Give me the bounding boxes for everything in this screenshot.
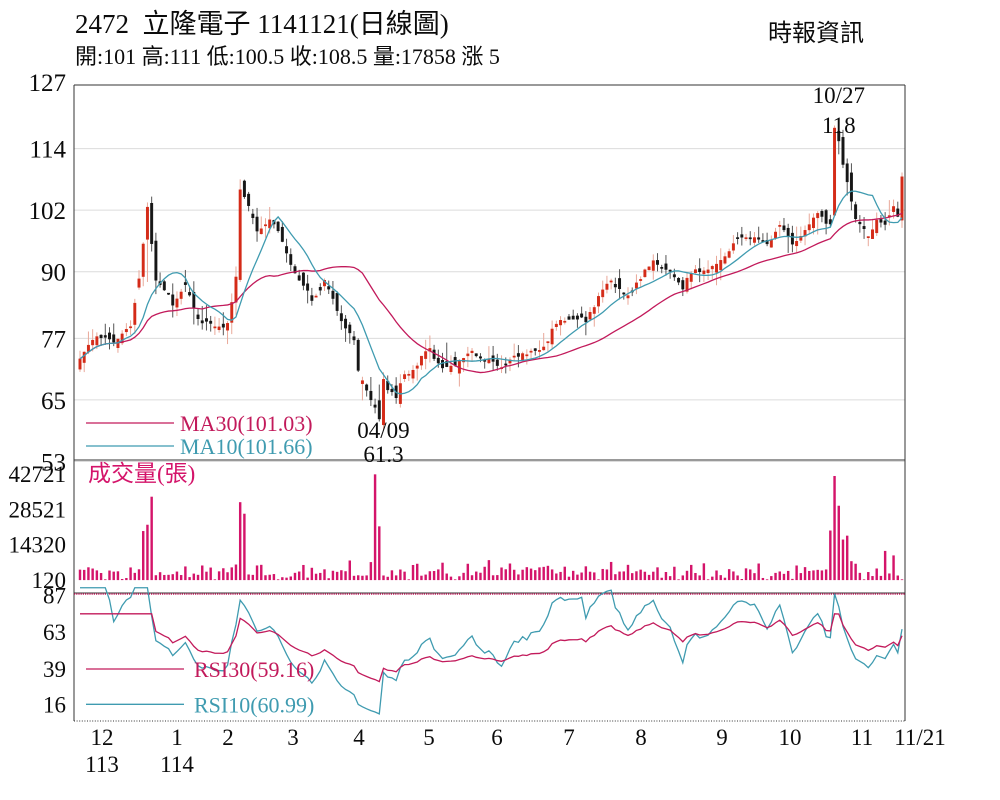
svg-text:3: 3 [287, 725, 299, 750]
svg-text:10/27: 10/27 [813, 83, 865, 108]
svg-text:成交量(張): 成交量(張) [88, 461, 195, 486]
svg-text:開:101 高:111 低:100.5 收:108.5 量:: 開:101 高:111 低:100.5 收:108.5 量:17858 涨 5 [75, 44, 500, 69]
svg-text:9: 9 [716, 725, 728, 750]
svg-text:11: 11 [851, 725, 873, 750]
svg-text:11/21: 11/21 [894, 725, 946, 750]
svg-text:8: 8 [635, 725, 647, 750]
svg-text:RSI30(59.16): RSI30(59.16) [194, 657, 314, 682]
svg-text:2472 立隆電子 1141121(日線圖): 2472 立隆電子 1141121(日線圖) [75, 9, 449, 39]
svg-text:6: 6 [491, 725, 503, 750]
svg-text:102: 102 [29, 198, 67, 225]
svg-text:04/09: 04/09 [357, 418, 409, 443]
svg-text:39: 39 [43, 657, 66, 682]
svg-text:12: 12 [91, 725, 114, 750]
svg-text:時報資訊: 時報資訊 [768, 20, 864, 47]
svg-text:65: 65 [41, 388, 66, 415]
svg-text:16: 16 [43, 692, 66, 717]
svg-text:63: 63 [43, 620, 66, 645]
svg-text:10: 10 [779, 725, 802, 750]
svg-text:87: 87 [43, 583, 66, 608]
svg-text:61.3: 61.3 [363, 442, 403, 467]
svg-text:77: 77 [41, 326, 66, 353]
svg-text:118: 118 [822, 113, 856, 138]
svg-text:127: 127 [29, 70, 67, 97]
svg-text:114: 114 [160, 752, 194, 777]
svg-text:4: 4 [353, 725, 365, 750]
svg-text:7: 7 [563, 725, 575, 750]
svg-text:28521: 28521 [9, 497, 67, 522]
svg-text:2: 2 [222, 725, 234, 750]
svg-text:5: 5 [423, 725, 435, 750]
svg-text:RSI10(60.99): RSI10(60.99) [194, 692, 314, 717]
svg-text:14320: 14320 [9, 533, 67, 558]
svg-text:42721: 42721 [9, 462, 67, 487]
svg-text:MA30(101.03): MA30(101.03) [180, 411, 313, 436]
svg-text:1: 1 [171, 725, 183, 750]
svg-text:113: 113 [85, 752, 119, 777]
svg-text:114: 114 [29, 137, 66, 164]
svg-text:MA10(101.66): MA10(101.66) [180, 434, 313, 459]
svg-text:90: 90 [41, 260, 66, 287]
